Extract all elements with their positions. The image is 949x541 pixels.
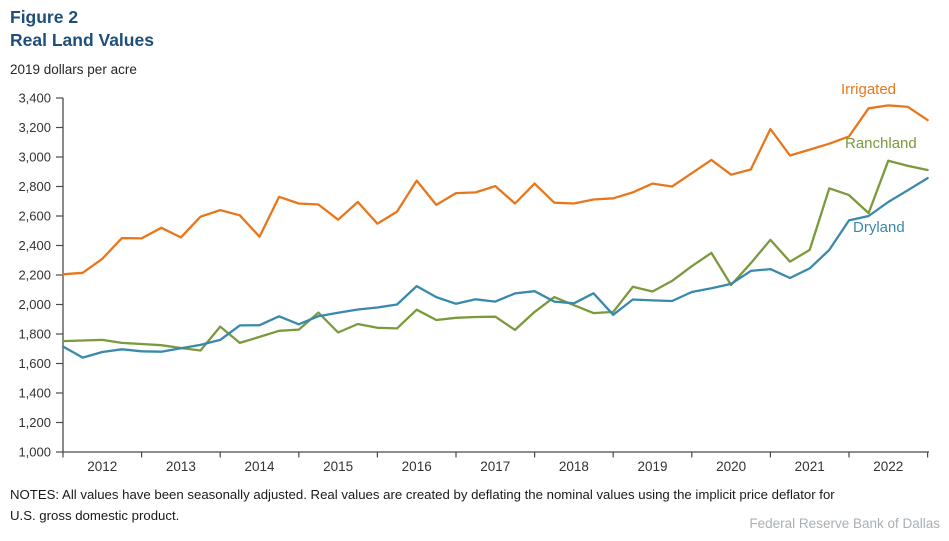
y-axis-label: 3,200 xyxy=(18,120,51,135)
page-title: Real Land Values xyxy=(10,30,154,50)
source-attribution: Federal Reserve Bank of Dallas xyxy=(749,516,940,531)
y-axis-label: 1,200 xyxy=(18,415,51,430)
x-axis-label: 2014 xyxy=(244,459,275,474)
series-line-irrigated xyxy=(61,104,929,276)
x-axis-label: 2021 xyxy=(795,459,825,474)
x-axis-label: 2020 xyxy=(716,459,746,474)
x-axis-label: 2015 xyxy=(323,459,353,474)
series-label-ranchland: Ranchland xyxy=(845,135,917,152)
x-axis-label: 2019 xyxy=(637,459,667,474)
series-line-dryland xyxy=(61,176,929,359)
y-axis-label: 2,200 xyxy=(18,268,51,283)
x-axis-label: 2016 xyxy=(402,459,432,474)
series-line-ranchland xyxy=(61,159,929,352)
y-axis-label: 2,600 xyxy=(18,209,51,224)
notes-line-1: NOTES: All values have been seasonally a… xyxy=(10,487,835,502)
x-axis-label: 2012 xyxy=(87,459,117,474)
y-axis-label: 3,400 xyxy=(18,91,51,106)
figure-number: Figure 2 xyxy=(10,7,79,27)
y-axis-label: 2,800 xyxy=(18,179,51,194)
notes-text: NOTES: All values have been seasonally a… xyxy=(10,484,945,526)
series-label-dryland: Dryland xyxy=(853,219,905,236)
y-axis-units-label: 2019 dollars per acre xyxy=(10,62,137,77)
y-axis-label: 1,800 xyxy=(18,327,51,342)
land-values-line-chart: 1,000 1,200 1,400 1,600 1,800 2,000 2,200 2,400… xyxy=(18,91,929,474)
x-axis-label: 2018 xyxy=(559,459,589,474)
y-axis-label: 1,400 xyxy=(18,386,51,401)
y-axis-label: 1,000 xyxy=(18,445,51,460)
y-axis-label: 3,000 xyxy=(18,150,51,165)
notes-line-2: U.S. gross domestic product. xyxy=(10,508,180,523)
x-axis-label: 2013 xyxy=(166,459,196,474)
y-axis-label: 2,000 xyxy=(18,297,51,312)
y-axis-label: 2,400 xyxy=(18,238,51,253)
series-label-irrigated: Irrigated xyxy=(841,81,897,98)
x-axis-label: 2022 xyxy=(873,459,903,474)
y-axis-label: 1,600 xyxy=(18,356,51,371)
x-axis-label: 2017 xyxy=(480,459,510,474)
